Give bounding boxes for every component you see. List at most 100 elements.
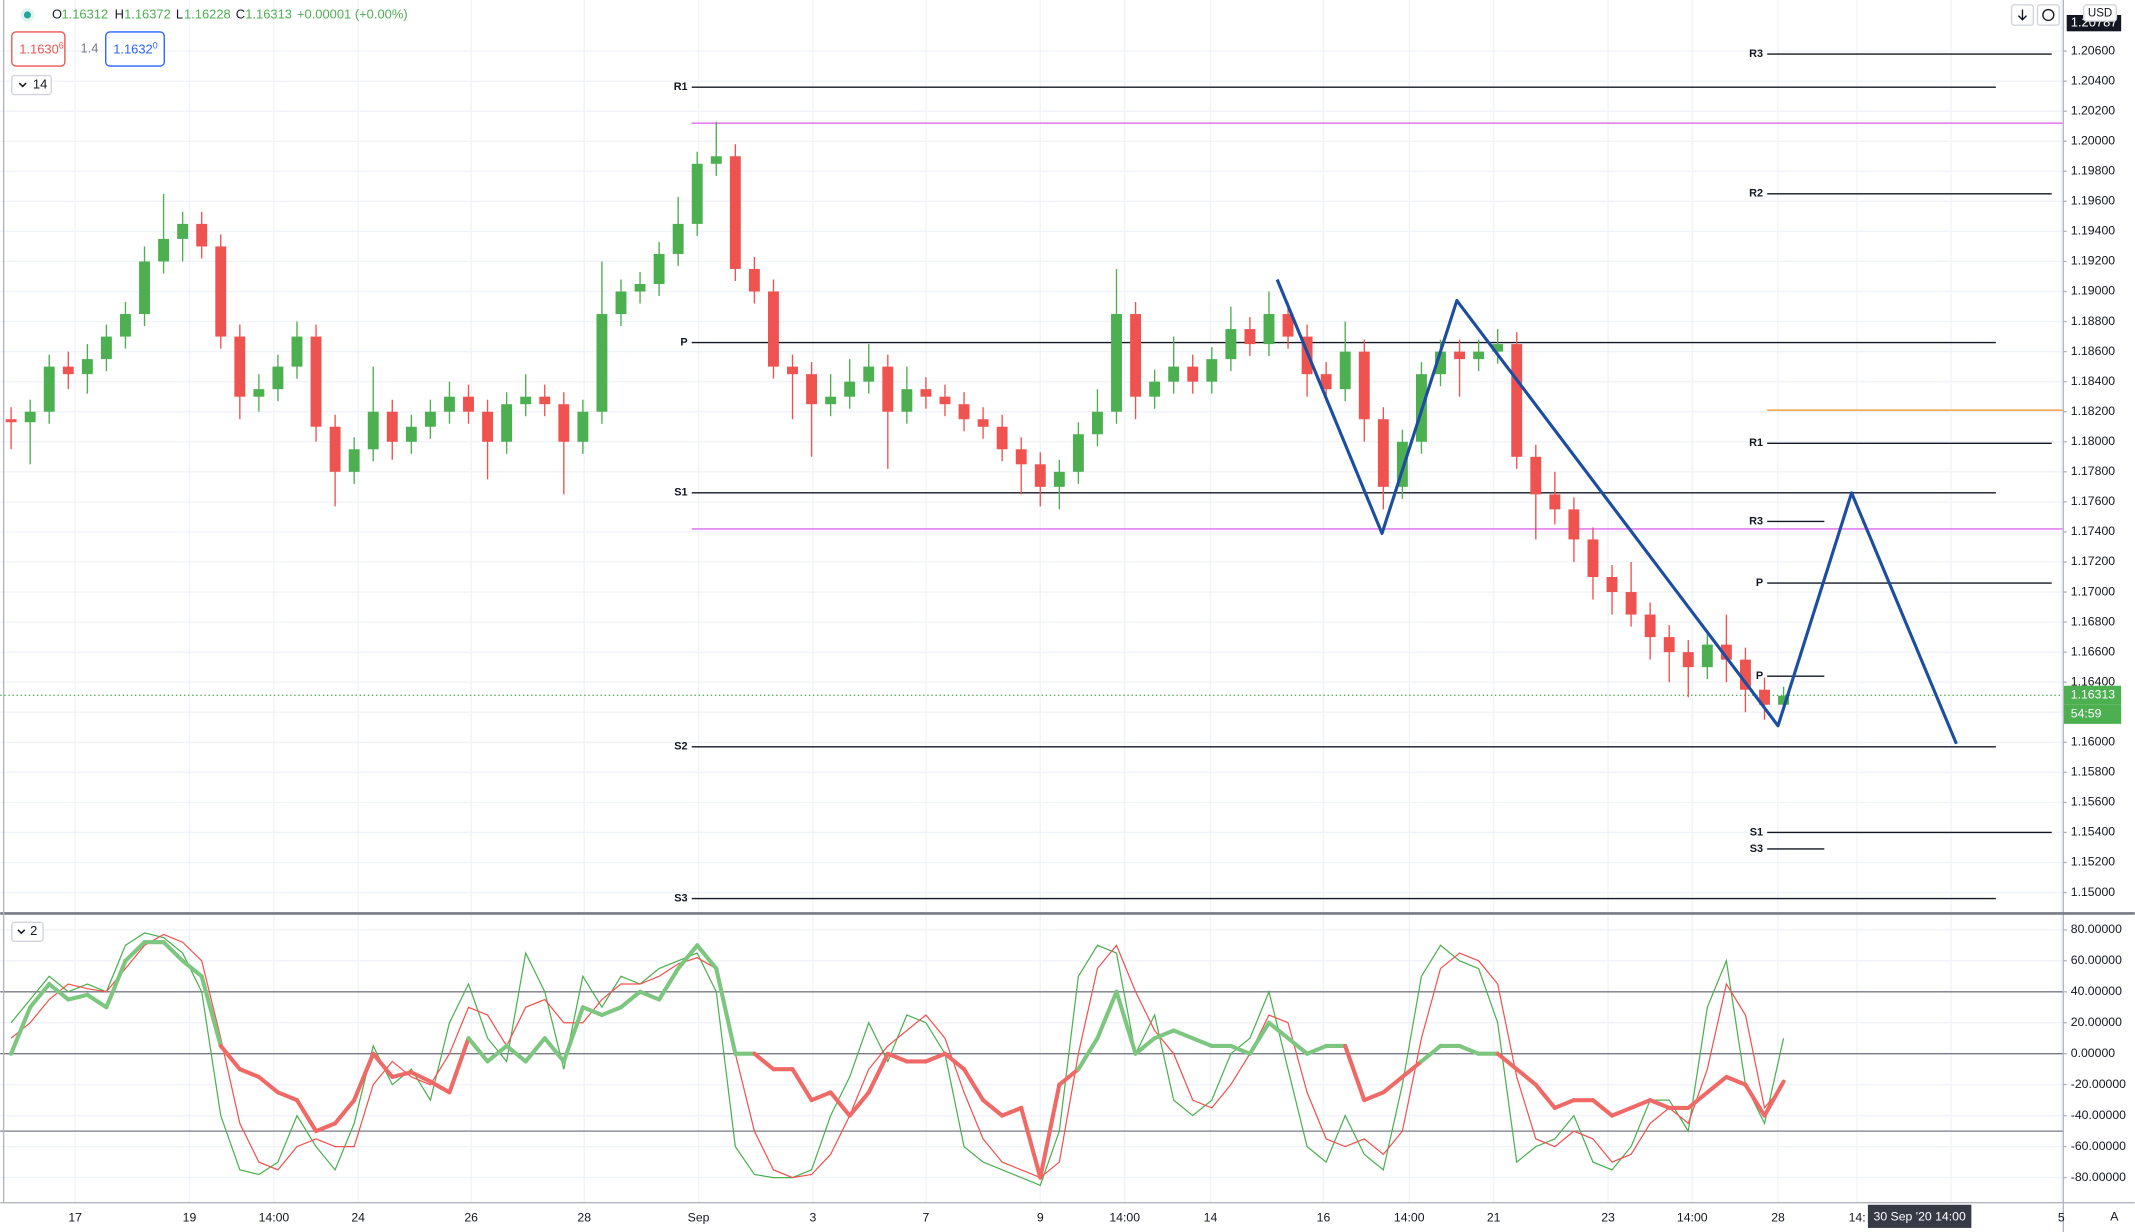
oscillator-thick-segment	[847, 1090, 871, 1118]
pivot-label: R1	[674, 81, 688, 93]
oscillator-thick-segment	[1495, 1051, 1519, 1072]
buy-price-pip[interactable]: 0	[153, 41, 158, 51]
buy-price-main[interactable]: 1.1632	[113, 42, 153, 57]
x-tick-label: 28	[1771, 1211, 1785, 1225]
currency[interactable]: USD	[2088, 8, 2112, 20]
buy-button[interactable]	[105, 31, 165, 67]
osc-tick-label: -60.00000	[2071, 1139, 2126, 1153]
oscillator-thick-segment	[256, 1074, 280, 1095]
y-tick-label: 1.16000	[2071, 735, 2115, 749]
oscillator-thick-segment	[866, 1051, 890, 1095]
price-change: +0.00001 (+0.00%)	[297, 6, 408, 21]
oscillator-thick-segment	[1514, 1067, 1538, 1087]
oscillator-thick-segment	[1305, 1043, 1329, 1056]
candle-body	[5, 419, 17, 423]
sell-price-pip[interactable]: 6	[59, 41, 64, 51]
oscillator-thick-segment	[1400, 1059, 1424, 1079]
y-tick-label: 1.18800	[2071, 314, 2115, 328]
chevron-icon[interactable]	[17, 929, 26, 935]
pivot-label: S1	[674, 487, 687, 499]
osc-tick-label: 60.00000	[2071, 953, 2122, 967]
y-tick-label: 1.17200	[2071, 554, 2115, 568]
ohlc-value: 1.16312	[61, 6, 108, 21]
candle-body	[710, 156, 722, 164]
x-tick-label: 9	[1037, 1211, 1044, 1225]
candle-body	[977, 419, 989, 427]
candle-body	[329, 426, 341, 472]
candle-body	[1778, 695, 1790, 705]
oscillator-thick-segment	[428, 1079, 452, 1095]
oscillator-thick-segment	[1419, 1043, 1443, 1064]
oscillator-thick-segment	[1533, 1082, 1557, 1110]
oscillator-thick-segment	[981, 1098, 1005, 1118]
osc-tick-label: -80.00000	[2071, 1170, 2126, 1184]
candle-body	[1549, 494, 1561, 510]
candle-body	[806, 374, 818, 405]
reset-button[interactable]	[2036, 4, 2060, 26]
oscillator-thick-segment	[104, 958, 128, 1010]
candle-body	[1435, 351, 1446, 375]
x-tick-label: 7	[923, 1211, 930, 1225]
ohlc-value: 1.16228	[184, 6, 231, 21]
chevron-icon[interactable]	[18, 82, 27, 88]
pivot-label: R3	[1749, 515, 1763, 527]
oscillator-thick-segment	[371, 1051, 395, 1079]
candle-body	[768, 291, 779, 367]
sell-price[interactable]: 1.16306	[19, 41, 64, 57]
sell-price-main[interactable]: 1.1630	[19, 42, 59, 57]
oscillator-thick-segment	[580, 1005, 604, 1018]
candle-body	[1587, 539, 1599, 578]
y-tick-label: 1.17800	[2071, 464, 2115, 478]
y-tick-label: 1.18600	[2071, 344, 2115, 358]
candle-body	[1111, 314, 1122, 412]
oscillator-line	[10, 933, 1785, 1179]
candle-body	[1606, 577, 1618, 593]
oscillator-thick-segment	[123, 940, 147, 963]
auto-scale-button[interactable]: A	[2110, 1209, 2119, 1223]
candle-body	[1530, 456, 1542, 495]
oscillator-thick-segment	[1000, 1105, 1024, 1118]
candle-body	[558, 404, 570, 442]
osc-tick-label: 80.00000	[2071, 922, 2122, 936]
oscillator-thick-segment	[923, 1051, 948, 1064]
indicator-toggle[interactable]	[11, 74, 52, 96]
oscillator-length[interactable]: 2	[30, 923, 37, 938]
oscillator-thick-segment	[218, 1043, 242, 1072]
y-tick-label: 1.19200	[2071, 254, 2115, 268]
currency-button[interactable]	[2083, 4, 2118, 22]
oscillator-thick-segment	[1552, 1098, 1576, 1110]
candle-body	[234, 336, 246, 397]
oscillator-thick-segment	[1038, 1082, 1062, 1180]
x-tick-label: 14:00	[1109, 1211, 1140, 1225]
oscillator-thick-segment	[714, 966, 738, 1056]
pivot-label: R2	[1749, 188, 1763, 200]
y-tick-label: 1.15000	[2071, 885, 2115, 899]
candle-body	[1244, 329, 1256, 345]
candle-body	[634, 283, 646, 292]
candle-body	[1092, 411, 1103, 435]
indicator-length[interactable]: 14	[33, 77, 47, 92]
sell-button[interactable]	[11, 31, 66, 67]
candle-body	[1644, 614, 1656, 638]
buy-price[interactable]: 1.16320	[113, 41, 158, 57]
oscillator-thick-segment	[237, 1067, 261, 1079]
oscillator-thick-segment	[1457, 1043, 1481, 1056]
crosshair-time-label: 30 Sep '20 14:00	[1874, 1209, 1966, 1223]
candle-body	[996, 426, 1008, 450]
down-arrow-icon[interactable]	[2017, 9, 2028, 21]
oscillator-toggle[interactable]	[11, 921, 44, 943]
oscillator-thick-segment	[1743, 1082, 1767, 1118]
candle-body	[1187, 366, 1199, 382]
candle-body	[1473, 351, 1485, 360]
candle-body	[1454, 351, 1466, 360]
status-dot	[23, 11, 31, 19]
oscillator-thick-segment	[390, 1070, 414, 1079]
candle-body	[1759, 689, 1770, 705]
candle-body	[691, 163, 703, 224]
oscillator-thick-segment	[1648, 1098, 1672, 1110]
oscillator-thick-segment	[47, 981, 71, 1002]
oscillator-thick-segment	[28, 981, 52, 1010]
reset-icon[interactable]	[2042, 8, 2055, 22]
